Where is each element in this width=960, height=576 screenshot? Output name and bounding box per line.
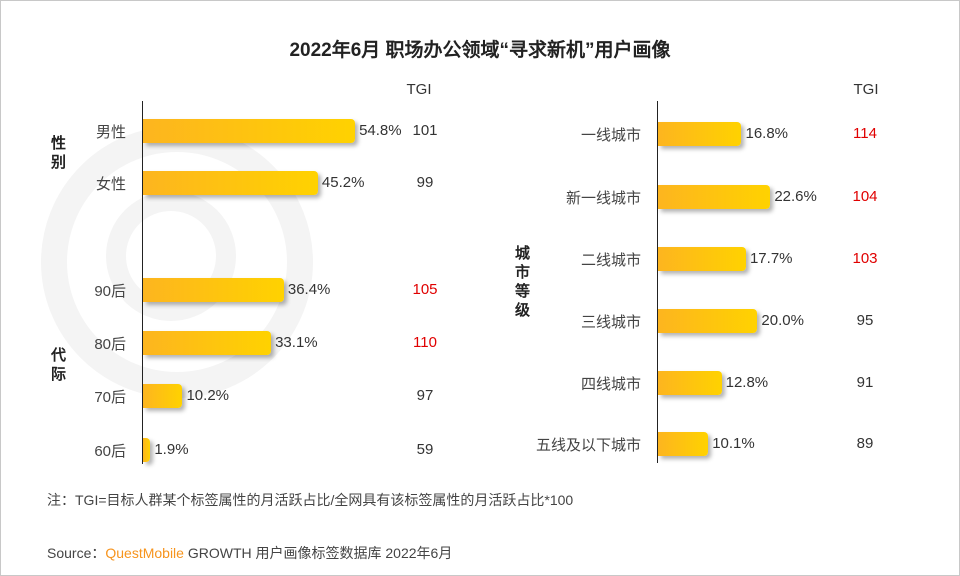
- bar: [143, 384, 183, 408]
- value-label: 36.4%: [287, 281, 331, 298]
- value-label: 10.1%: [712, 435, 755, 452]
- group-label-city-tier: 城市等级: [515, 245, 531, 319]
- tgi-value: 114: [853, 125, 877, 142]
- group-label-generation: 代际: [51, 347, 67, 383]
- category-label: 三线城市: [580, 314, 641, 331]
- source-prefix: Source：: [47, 545, 106, 561]
- left-axis: [142, 101, 143, 464]
- tgi-value: 91: [856, 374, 874, 391]
- category-label: 新一线城市: [565, 190, 641, 207]
- tgi-value: 97: [416, 387, 434, 404]
- value-label: 1.9%: [154, 441, 189, 458]
- value-label: 16.8%: [745, 125, 789, 142]
- right-axis: [657, 101, 658, 463]
- bar: [658, 371, 722, 395]
- tgi-value: 89: [856, 435, 874, 452]
- tgi-value: 59: [416, 441, 434, 458]
- category-label: 一线城市: [580, 127, 641, 144]
- bar: [143, 331, 272, 355]
- tgi-value: 95: [856, 312, 874, 329]
- category-label: 四线城市: [580, 376, 641, 393]
- bar: [143, 438, 151, 462]
- value-label: 12.8%: [725, 374, 769, 391]
- source-brand: QuestMobile: [105, 545, 184, 561]
- category-label: 二线城市: [580, 252, 641, 269]
- tgi-value: 104: [852, 188, 878, 205]
- value-label: 10.2%: [186, 387, 230, 404]
- bar: [658, 247, 746, 271]
- tgi-value: 103: [852, 250, 878, 267]
- bar: [143, 171, 318, 195]
- bar: [658, 122, 742, 146]
- tgi-header-right: TGI: [853, 81, 879, 98]
- value-label: 33.1%: [275, 334, 318, 351]
- tgi-value: 110: [413, 334, 437, 351]
- category-label: 70后: [94, 389, 126, 406]
- value-label: 54.8%: [359, 122, 402, 139]
- category-label: 90后: [94, 283, 126, 300]
- tgi-value: 99: [416, 174, 434, 191]
- tgi-value: 101: [412, 122, 438, 139]
- value-label: 17.7%: [749, 250, 793, 267]
- bar: [658, 185, 771, 209]
- tgi-header-left: TGI: [406, 81, 432, 98]
- source-line: Source：QuestMobile GROWTH 用户画像标签数据库 2022…: [47, 543, 452, 563]
- category-label: 女性: [95, 176, 126, 193]
- value-label: 20.0%: [761, 312, 804, 329]
- chart-title: 2022年6月 职场办公领域“寻求新机”用户画像: [289, 40, 671, 61]
- category-label: 80后: [94, 336, 126, 353]
- bar: [143, 119, 356, 143]
- value-label: 45.2%: [321, 174, 365, 191]
- bar: [143, 278, 284, 302]
- category-label: 男性: [95, 124, 126, 141]
- footnote: 注：TGI=目标人群某个标签属性的月活跃占比/全网具有该标签属性的月活跃占比*1…: [47, 492, 574, 508]
- bar: [658, 309, 758, 333]
- category-label: 五线及以下城市: [535, 437, 641, 454]
- bar: [658, 432, 709, 456]
- value-label: 22.6%: [774, 188, 817, 205]
- group-label-gender: 性别: [51, 135, 67, 171]
- source-rest: GROWTH 用户画像标签数据库 2022年6月: [183, 545, 453, 561]
- tgi-value: 105: [412, 281, 438, 298]
- category-label: 60后: [94, 443, 126, 460]
